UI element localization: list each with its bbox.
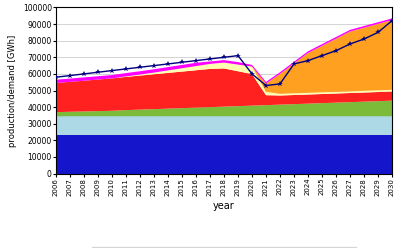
Legend: run of river, storage, renewables, thermal existing, new GTCC, nuclear, import/e: run of river, storage, renewables, therm… (91, 247, 357, 248)
Y-axis label: production/demand [GWh]: production/demand [GWh] (8, 34, 17, 147)
X-axis label: year: year (213, 201, 235, 211)
